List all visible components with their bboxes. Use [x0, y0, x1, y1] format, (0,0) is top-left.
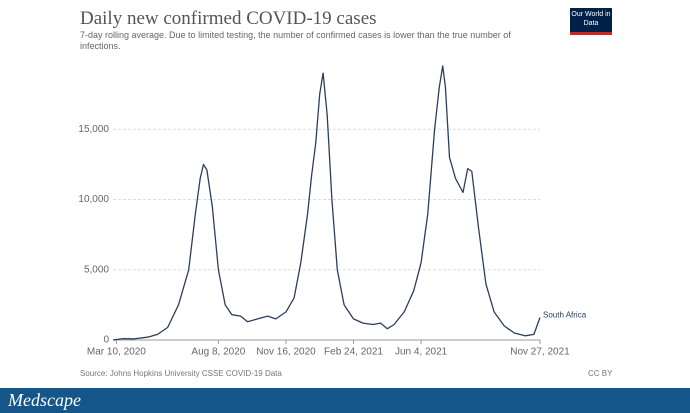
logo: Our World in Data: [570, 8, 612, 35]
x-tick-label: Nov 16, 2020: [256, 347, 316, 358]
license: CC BY: [588, 369, 613, 378]
chart: 0 5,000 10,000 15,000 Mar 10, 2020 Aug 8, 202…: [78, 65, 587, 358]
x-tick-label: Jun 4, 2021: [395, 347, 448, 358]
x-tick-label: Aug 8, 2020: [191, 347, 245, 358]
x-tick-label: Nov 27, 2021: [510, 347, 570, 358]
x-tick-label: Feb 24, 2021: [324, 347, 383, 358]
series-line: [112, 65, 541, 341]
footer-bar: Medscape: [0, 388, 690, 413]
source: Source: Johns Hopkins University CSSE CO…: [80, 369, 282, 378]
x-tick-label: Mar 10, 2020: [87, 347, 146, 358]
y-tick-label: 0: [103, 335, 109, 346]
chart-title: Daily new confirmed COVID-19 cases: [80, 8, 377, 29]
y-tick-label: 5,000: [84, 264, 109, 275]
y-tick-label: 10,000: [78, 194, 109, 205]
chart-subtitle: 7-day rolling average. Due to limited te…: [80, 30, 511, 51]
series-label: South Africa: [543, 311, 587, 320]
y-tick-label: 15,000: [78, 124, 109, 135]
footer-brand: Medscape: [8, 390, 81, 410]
